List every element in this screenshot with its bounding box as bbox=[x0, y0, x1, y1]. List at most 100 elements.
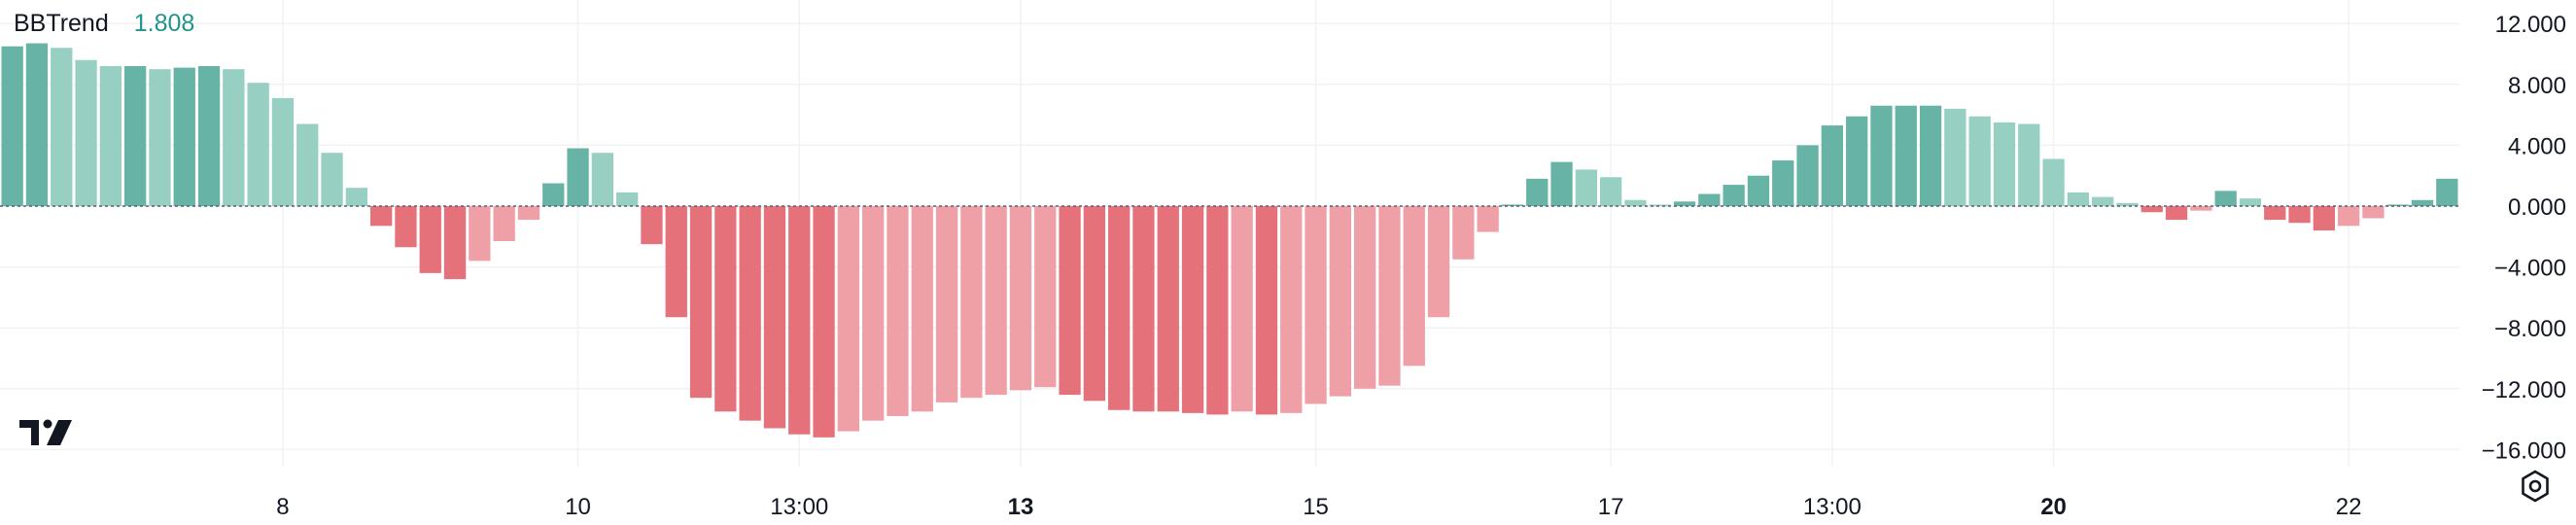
histogram-bar bbox=[665, 206, 687, 318]
x-tick-label: 13:00 bbox=[1803, 494, 1862, 520]
histogram-bar bbox=[1600, 177, 1622, 206]
histogram-bar bbox=[197, 66, 221, 207]
histogram-bar bbox=[567, 148, 589, 206]
histogram-bar bbox=[2116, 202, 2139, 206]
histogram-bar bbox=[517, 206, 540, 221]
histogram-bar bbox=[1206, 206, 1229, 415]
histogram-bar bbox=[2362, 206, 2385, 219]
histogram-bar bbox=[1132, 206, 1155, 412]
histogram-bar bbox=[25, 43, 49, 206]
histogram-bar bbox=[1378, 206, 1401, 386]
histogram-bar bbox=[1698, 193, 1721, 206]
histogram-bar bbox=[2386, 204, 2409, 206]
histogram-bar bbox=[493, 206, 515, 241]
histogram-bar bbox=[1354, 206, 1376, 389]
histogram-bar bbox=[1501, 204, 1524, 206]
histogram-bar bbox=[1403, 206, 1425, 367]
histogram-bar bbox=[1821, 125, 1843, 206]
histogram-bar bbox=[1329, 206, 1351, 397]
histogram-bar bbox=[345, 188, 367, 206]
x-tick-label: 15 bbox=[1303, 494, 1329, 520]
indicator-value: 1.808 bbox=[133, 10, 195, 37]
y-tick-label: −8.000 bbox=[2494, 316, 2566, 342]
histogram-bar bbox=[591, 153, 613, 206]
histogram-bar bbox=[149, 69, 171, 207]
histogram-bar bbox=[911, 206, 933, 412]
histogram-bar bbox=[321, 153, 343, 206]
histogram-bar bbox=[1452, 206, 1475, 260]
settings-gear-icon[interactable] bbox=[2518, 469, 2553, 504]
histogram-bar bbox=[1944, 108, 1967, 206]
histogram-bar bbox=[1305, 206, 1327, 404]
y-tick-label: −16.000 bbox=[2482, 438, 2566, 464]
histogram-bar bbox=[935, 206, 958, 402]
indicator-name: BBTrend bbox=[14, 10, 109, 37]
histogram-bar bbox=[2214, 191, 2237, 206]
histogram-bar bbox=[1427, 206, 1450, 318]
histogram-bar bbox=[2141, 206, 2163, 213]
histogram-bar bbox=[542, 183, 565, 206]
histogram-bar bbox=[247, 83, 269, 206]
histogram-bar bbox=[2042, 158, 2065, 206]
histogram-bar bbox=[1009, 206, 1032, 391]
indicator-legend: BBTrend 1.808 bbox=[14, 10, 194, 38]
grid-lines bbox=[0, 0, 2459, 467]
histogram-bar bbox=[1723, 185, 1745, 206]
histogram-bar bbox=[1649, 204, 1671, 206]
histogram-bar bbox=[1772, 160, 1794, 206]
histogram-bar bbox=[689, 206, 713, 399]
histogram-bar bbox=[75, 59, 97, 207]
histogram-bar bbox=[1550, 161, 1573, 206]
histogram-bar bbox=[99, 66, 122, 207]
histogram-bar bbox=[271, 97, 295, 206]
histogram-bar bbox=[223, 69, 245, 207]
histogram-bar bbox=[395, 206, 417, 248]
histogram-bar bbox=[2067, 192, 2089, 206]
histogram-bar bbox=[1, 46, 23, 206]
histogram-bar bbox=[1968, 116, 1991, 206]
histogram-bar bbox=[788, 206, 811, 435]
histogram-bar bbox=[1526, 178, 1549, 206]
histogram-bar bbox=[2165, 206, 2188, 221]
y-tick-label: 8.000 bbox=[2508, 73, 2566, 99]
histogram-bar bbox=[1993, 122, 2016, 206]
histogram-bar bbox=[1575, 169, 1597, 206]
histogram-bar bbox=[370, 206, 393, 227]
histogram-bar bbox=[1157, 206, 1179, 412]
histogram-bar bbox=[2239, 198, 2262, 206]
x-tick-label: 13:00 bbox=[770, 494, 828, 520]
histogram-bar bbox=[887, 206, 909, 416]
histogram-bars bbox=[0, 43, 2459, 438]
histogram-bar bbox=[173, 67, 195, 207]
histogram-bar bbox=[1255, 206, 1278, 415]
x-tick-label: 22 bbox=[2336, 494, 2362, 520]
histogram-bar bbox=[419, 206, 441, 273]
histogram-bar bbox=[1034, 206, 1057, 388]
tradingview-logo-icon[interactable] bbox=[17, 416, 78, 449]
histogram-bar bbox=[2436, 178, 2458, 206]
histogram-bar bbox=[2092, 196, 2114, 206]
histogram-bar bbox=[1624, 199, 1647, 206]
histogram-bar bbox=[1477, 206, 1499, 232]
histogram-bar bbox=[2190, 206, 2212, 211]
y-tick-label: −4.000 bbox=[2494, 256, 2566, 282]
histogram-bar bbox=[1870, 105, 1893, 206]
histogram-bar bbox=[714, 206, 737, 412]
x-tick-label: 10 bbox=[565, 494, 591, 520]
histogram-bar bbox=[51, 48, 73, 206]
y-axis: 12.000 8.000 4.000 0.000 −4.000 −8.000 −12.000… bbox=[2482, 12, 2566, 464]
histogram-bar bbox=[837, 206, 859, 432]
histogram-bar bbox=[2411, 199, 2434, 206]
histogram-bar bbox=[862, 206, 885, 421]
histogram-bar bbox=[763, 206, 786, 429]
histogram-bar bbox=[2018, 123, 2040, 206]
histogram-bar bbox=[469, 206, 491, 262]
histogram-bar bbox=[641, 206, 663, 245]
x-tick-label: 8 bbox=[276, 494, 289, 520]
histogram-bar bbox=[1181, 206, 1204, 413]
x-tick-label: 20 bbox=[2040, 494, 2067, 520]
histogram-bar bbox=[739, 206, 761, 421]
histogram-bar bbox=[1280, 206, 1303, 413]
histogram-bar bbox=[2313, 206, 2335, 231]
